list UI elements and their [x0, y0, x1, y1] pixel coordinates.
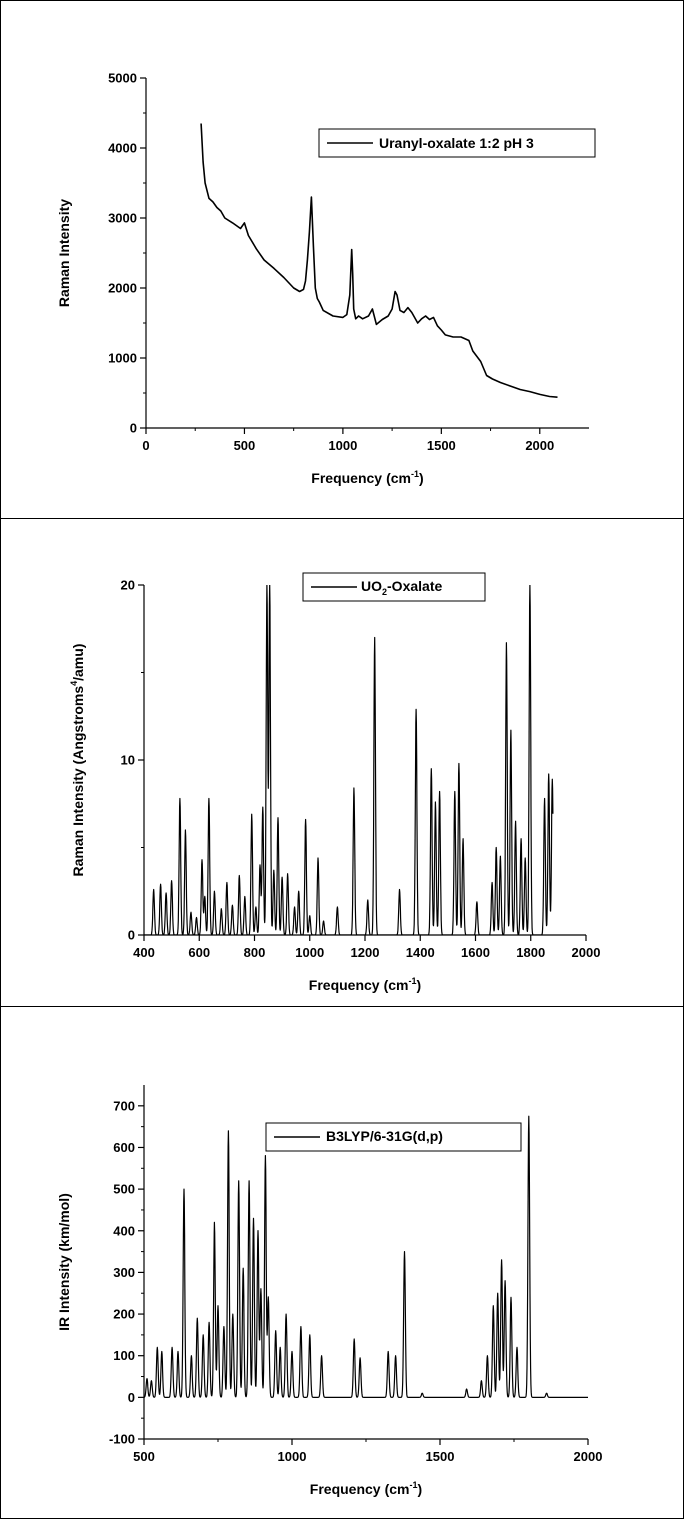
y-axis-label: Raman Intensity (Angstroms4/amu) — [69, 644, 86, 877]
x-tick-label: 500 — [133, 1449, 155, 1464]
raman-uo2-oxalate-panel: 400 600 800 1000 1200 1400 1600 1800 2000 0 10 20 Fr… — [0, 518, 684, 1007]
y-tick-label: 100 — [113, 1348, 135, 1363]
x-tick-label: 2000 — [525, 438, 554, 453]
y-axis-label: Raman Intensity — [56, 199, 72, 307]
y-tick-label: -100 — [109, 1432, 135, 1447]
x-axis-label-text: Frequency — [309, 977, 380, 993]
series-line — [200, 123, 558, 398]
x-axis-label-close: ) — [418, 1481, 423, 1497]
x-tick-label: 1500 — [427, 438, 456, 453]
chart-svg-2: 500 1000 1500 2000 -100 0 100 200 300 400 500 600 70… — [56, 1085, 603, 1497]
legend-box — [302, 572, 486, 602]
y-tick-label: 0 — [130, 421, 137, 436]
y-tick-label: 1000 — [108, 351, 137, 366]
x-axis-label: Frequency (cm-1) — [309, 976, 421, 993]
y-tick-label: 0 — [128, 928, 135, 943]
y-axis-label-text: IR Intensity (km/mol) — [56, 1193, 72, 1331]
y-axis-label-text: Raman Intensity — [56, 199, 72, 307]
y-tick-label: 300 — [113, 1265, 135, 1280]
y-tick-label: 600 — [113, 1140, 135, 1155]
x-tick-label: 2000 — [572, 945, 601, 960]
x-tick-label: 1200 — [351, 945, 380, 960]
y-tick-label: 4000 — [108, 141, 137, 156]
y-axis-label-sup: 4 — [69, 681, 79, 686]
y-tick-label: 5000 — [108, 71, 137, 86]
legend-label-sub: 2 — [382, 587, 387, 597]
y-axis-label: IR Intensity (km/mol) — [56, 1193, 72, 1331]
x-tick-label: 1600 — [461, 945, 490, 960]
series-line — [143, 1115, 589, 1398]
chart-svg-0: 0 500 1000 1500 2000 0 1000 2000 3000 4000 5000 Fre… — [56, 71, 596, 486]
y-tick-label: 500 — [113, 1182, 135, 1197]
y-tick-label: 2000 — [108, 281, 137, 296]
x-axis-label-text: Frequency — [310, 1481, 381, 1497]
ir-b3lyp-panel: 500 1000 1500 2000 -100 0 100 200 300 400 500 600 70… — [0, 1006, 684, 1519]
x-tick-label: 1000 — [295, 945, 324, 960]
x-tick-label: 0 — [142, 438, 149, 453]
legend-label: UO2-Oxalate — [361, 578, 442, 597]
x-axis-label-text: Frequency — [311, 470, 382, 486]
x-tick-label: 1800 — [516, 945, 545, 960]
x-tick-label: 800 — [244, 945, 266, 960]
y-tick-label: 400 — [113, 1223, 135, 1238]
x-tick-label: 500 — [234, 438, 256, 453]
x-axis-label-sup: -1 — [410, 1480, 418, 1490]
legend-label: B3LYP/6-31G(d,p) — [326, 1128, 443, 1144]
raman-uranyl-oxalate-panel: 0 500 1000 1500 2000 0 1000 2000 3000 4000 5000 Fre… — [0, 0, 684, 519]
legend-label-pre: UO — [361, 578, 382, 594]
x-tick-label: 1000 — [328, 438, 357, 453]
x-tick-label: 1000 — [278, 1449, 307, 1464]
y-tick-label: 10 — [121, 753, 135, 768]
y-axis-label-text: Raman Intensity (Angstroms — [70, 686, 86, 877]
chart-svg-1: 400 600 800 1000 1200 1400 1600 1800 2000 0 10 20 Fr… — [69, 572, 601, 993]
x-tick-label: 1500 — [426, 1449, 455, 1464]
y-tick-label: 200 — [113, 1307, 135, 1322]
x-tick-label: 2000 — [574, 1449, 603, 1464]
x-axis-label-unit: (cm — [385, 1481, 410, 1497]
y-tick-label: 700 — [113, 1098, 135, 1113]
x-axis-label: Frequency (cm-1) — [310, 1480, 422, 1497]
x-tick-label: 600 — [188, 945, 210, 960]
x-tick-label: 1400 — [406, 945, 435, 960]
y-tick-label: 20 — [121, 578, 135, 593]
x-axis-label-unit: (cm — [384, 977, 409, 993]
legend-label: Uranyl-oxalate 1:2 pH 3 — [379, 135, 534, 151]
x-axis-label-sup: -1 — [411, 469, 419, 479]
x-axis-label-close: ) — [417, 977, 422, 993]
x-axis-label-close: ) — [419, 470, 424, 486]
x-axis-label: Frequency (cm-1) — [311, 469, 423, 486]
x-tick-label: 400 — [133, 945, 155, 960]
series-line — [144, 585, 554, 935]
legend-label-post: -Oxalate — [387, 578, 442, 594]
x-axis-label-unit: (cm — [386, 470, 411, 486]
y-tick-label: 3000 — [108, 211, 137, 226]
y-tick-label: 0 — [128, 1390, 135, 1405]
y-axis-label-post: /amu) — [70, 644, 86, 681]
x-axis-label-sup: -1 — [409, 976, 417, 986]
